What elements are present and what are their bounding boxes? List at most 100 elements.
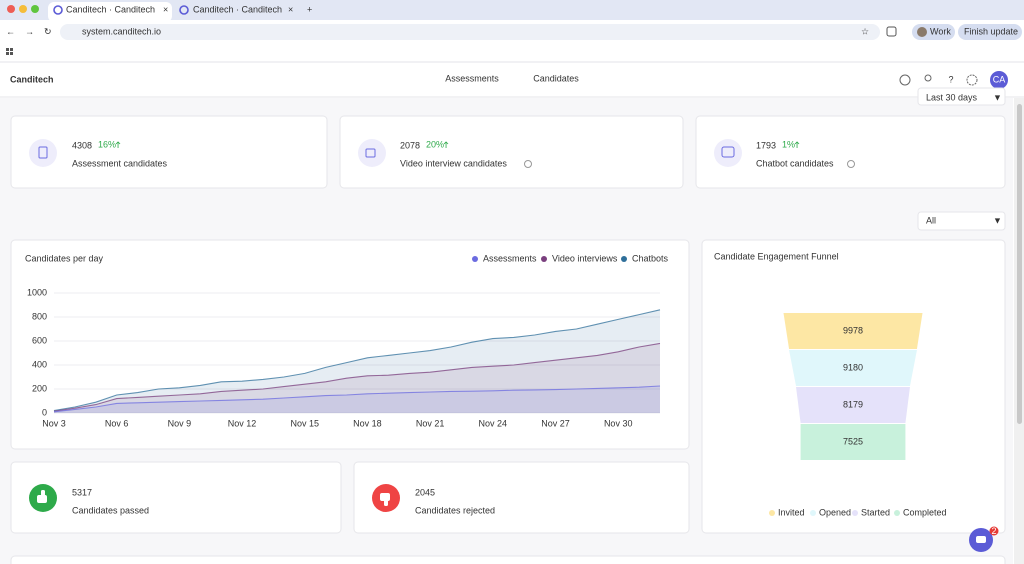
close-dot[interactable] (7, 5, 15, 13)
chat-badge (989, 526, 999, 536)
caret: ▼ (993, 92, 1002, 102)
reload[interactable]: ↻ (44, 26, 52, 36)
chart-card (10, 239, 690, 450)
help-icon[interactable] (945, 74, 957, 86)
result-value: 5317 (72, 487, 92, 497)
series-line (53, 342, 661, 412)
apps-icon[interactable] (6, 48, 13, 55)
nav-link[interactable]: Candidates (533, 73, 579, 83)
up-arrow (443, 141, 449, 148)
funnel-value: 8179 (843, 399, 863, 409)
tab-close[interactable]: × (288, 4, 293, 14)
stat-card (10, 115, 328, 189)
series-area (54, 386, 660, 413)
x-tick-label: Nov 15 (290, 418, 319, 428)
funnel-value: 7525 (843, 436, 863, 446)
chart-title: Candidate Engagement Funnel (714, 251, 839, 261)
info-icon[interactable] (847, 160, 855, 168)
min-dot[interactable] (19, 5, 27, 13)
period-select[interactable] (917, 87, 1006, 106)
y-tick-label: 800 (32, 311, 47, 321)
result-label: Candidates rejected (415, 505, 495, 515)
scope-select[interactable] (917, 211, 1006, 231)
bookmark-star[interactable]: ☆ (861, 26, 869, 36)
stat-icon (29, 139, 57, 167)
funnel-value: 9180 (843, 362, 863, 372)
funnel-segment (800, 424, 906, 460)
stat-change: 1% (782, 139, 795, 149)
new-tab[interactable]: + (307, 4, 312, 14)
legend-dot (810, 510, 816, 516)
chart-title: Candidates per day (25, 253, 104, 263)
play-icon[interactable] (899, 74, 911, 86)
legend-dot (472, 256, 478, 262)
y-tick-label: 600 (32, 335, 47, 345)
info-icon[interactable] (524, 160, 532, 168)
y-tick-label: 1000 (27, 287, 47, 297)
x-tick-label: Nov 3 (42, 418, 66, 428)
legend-dot (894, 510, 900, 516)
x-tick-label: Nov 12 (228, 418, 257, 428)
stat-label: Assessment candidates (72, 158, 168, 168)
stat-label: Chatbot candidates (756, 158, 834, 168)
funnel-value: 9978 (843, 325, 863, 335)
thumb-up (41, 490, 45, 496)
update-label: Finish update (964, 26, 1018, 36)
logo[interactable]: Canditech (10, 74, 54, 84)
thumb-down (384, 500, 388, 506)
series-line (53, 385, 661, 413)
profile-name: Work (930, 26, 951, 36)
x-tick-label: Nov 24 (479, 418, 508, 428)
app-header (0, 63, 1024, 97)
funnel-segment (789, 350, 917, 386)
series-line (53, 309, 661, 412)
funnel-card (701, 239, 1006, 534)
result-label: Candidates passed (72, 505, 149, 515)
x-tick-label: Nov 18 (353, 418, 382, 428)
profile-avatar (917, 27, 927, 37)
legend-label: Opened (819, 507, 851, 517)
legend-dot (621, 256, 627, 262)
doc-glyph (38, 146, 48, 159)
address-bar[interactable] (60, 24, 880, 40)
up-arrow (794, 141, 800, 148)
scope-value: All (926, 215, 936, 225)
max-dot[interactable] (31, 5, 39, 13)
up-arrow (115, 141, 121, 148)
x-tick-label: Nov 30 (604, 418, 633, 428)
avatar[interactable] (990, 71, 1008, 89)
nav-link[interactable]: Assessments (445, 73, 499, 83)
stat-card (695, 115, 1006, 189)
stat-change: 16% (98, 139, 116, 149)
chat-glyph (721, 146, 735, 158)
legend-label: Assessments (483, 253, 537, 263)
tab-close[interactable]: × (163, 4, 168, 14)
back[interactable]: ← (6, 26, 15, 36)
video-glyph (365, 148, 376, 158)
update-pill[interactable] (958, 24, 1022, 40)
x-tick-label: Nov 6 (105, 418, 129, 428)
series-area (54, 309, 660, 413)
caret: ▼ (993, 215, 1002, 225)
thumb-up (37, 495, 47, 503)
help-glyph: ? (948, 74, 953, 84)
scroll-thumb[interactable] (1017, 104, 1022, 424)
url: system.canditech.io (82, 26, 161, 36)
extensions[interactable] (886, 26, 897, 37)
forward[interactable]: → (25, 26, 34, 36)
chat-glyph (976, 536, 986, 543)
tab-bar (0, 0, 1024, 20)
legend-label: Chatbots (632, 253, 669, 263)
add-user-icon[interactable] (924, 74, 932, 82)
funnel-segment (783, 313, 923, 349)
active-tab[interactable] (48, 2, 172, 22)
y-tick-label: 400 (32, 359, 47, 369)
thumb-down (380, 493, 390, 501)
tab-title[interactable]: Canditech · Canditech (193, 4, 282, 14)
stat-value: 2078 (400, 140, 420, 150)
result-card (10, 461, 342, 534)
settings-icon[interactable] (966, 74, 978, 86)
legend-label: Completed (903, 507, 947, 517)
next-card (10, 555, 1006, 564)
